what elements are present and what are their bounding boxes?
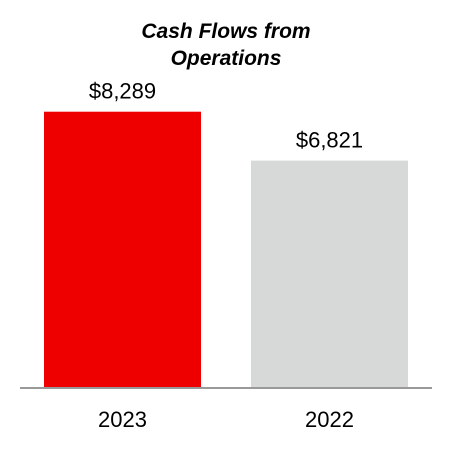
bar-2022	[251, 160, 408, 388]
chart-title-line-2: Operations	[171, 47, 282, 70]
value-label-2023: $8,289	[89, 79, 156, 104]
bar-group	[44, 111, 408, 388]
x-tick-label-group: 2023 2022	[98, 407, 354, 432]
chart-title-line-1: Cash Flows from	[141, 20, 310, 43]
value-label-group: $8,289 $6,821	[89, 79, 363, 153]
chart-title: Cash Flows from Operations	[141, 20, 310, 70]
value-label-2022: $6,821	[296, 128, 363, 153]
x-tick-label-2022: 2022	[305, 407, 354, 432]
bar-2023	[44, 111, 201, 388]
x-tick-label-2023: 2023	[98, 407, 147, 432]
